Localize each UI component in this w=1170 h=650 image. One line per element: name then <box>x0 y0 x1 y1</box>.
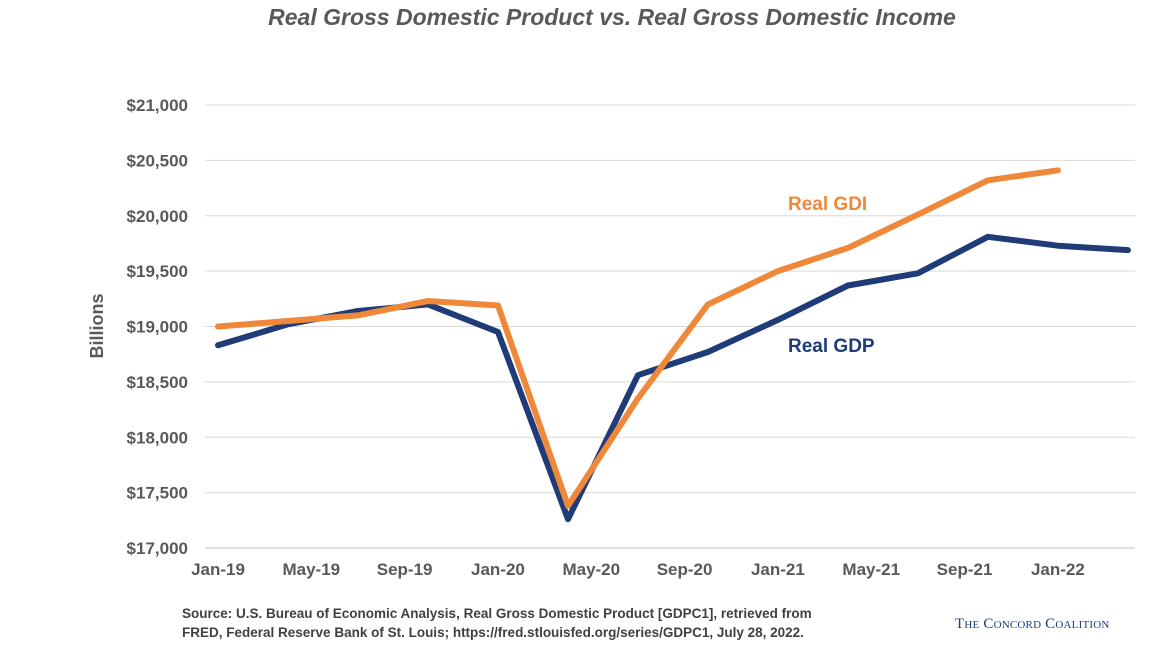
y-tick-label: $18,000 <box>127 428 188 447</box>
x-tick-label: Sep-20 <box>657 560 713 579</box>
y-tick-label: $18,500 <box>127 373 188 392</box>
y-tick-label: $17,500 <box>127 484 188 503</box>
x-tick-label: Jan-20 <box>471 560 525 579</box>
y-axis-title: Billions <box>87 293 107 358</box>
chart-title: Real Gross Domestic Product vs. Real Gro… <box>268 4 956 30</box>
x-tick-label: Sep-21 <box>937 560 993 579</box>
x-tick-label: Sep-19 <box>377 560 433 579</box>
y-tick-label: $17,000 <box>127 539 188 558</box>
y-axis-ticks: $17,000 $17,500 $18,000 $18,500 $19,000 $19,5… <box>127 96 188 558</box>
x-axis-ticks: Jan-19 May-19 Sep-19 Jan-20 May-20 Sep-20 Jan-… <box>191 560 1085 579</box>
gridlines <box>205 104 1135 549</box>
x-tick-label: May-20 <box>562 560 620 579</box>
x-tick-label: Jan-19 <box>191 560 245 579</box>
y-tick-label: $20,000 <box>127 207 188 226</box>
x-tick-label: Jan-21 <box>751 560 805 579</box>
source-note: Source: U.S. Bureau of Economic Analysis… <box>182 604 942 642</box>
series-line-real-gdp <box>215 233 1131 523</box>
series-lines <box>215 167 1131 523</box>
y-tick-label: $20,500 <box>127 151 188 170</box>
brand-logo: The Concord Coalition <box>955 616 1110 632</box>
x-tick-label: May-19 <box>282 560 340 579</box>
source-line-2: FRED, Federal Reserve Bank of St. Louis;… <box>182 625 804 640</box>
label-real-gdi: Real GDI <box>788 194 867 215</box>
y-tick-label: $19,000 <box>127 318 188 337</box>
y-tick-label: $19,500 <box>127 262 188 281</box>
x-tick-label: Jan-22 <box>1031 560 1085 579</box>
series-line-real-gdi <box>215 167 1061 509</box>
source-line-1: Source: U.S. Bureau of Economic Analysis… <box>182 606 812 621</box>
y-tick-label: $21,000 <box>127 96 188 115</box>
label-real-gdp: Real GDP <box>788 336 875 357</box>
x-tick-label: May-21 <box>842 560 900 579</box>
